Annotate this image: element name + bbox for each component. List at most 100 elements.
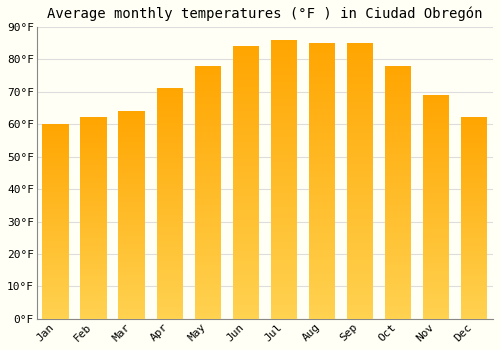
Bar	[194, 202, 221, 205]
Bar	[194, 192, 221, 195]
Bar	[346, 43, 374, 47]
Bar	[308, 274, 335, 278]
Bar	[422, 299, 450, 302]
Bar	[384, 72, 411, 75]
Bar	[422, 134, 450, 137]
Bar	[460, 216, 487, 218]
Bar	[194, 300, 221, 303]
Bar	[346, 143, 374, 146]
Bar	[460, 140, 487, 143]
Bar	[384, 69, 411, 72]
Bar	[308, 202, 335, 205]
Bar	[270, 280, 297, 284]
Bar	[194, 135, 221, 139]
Bar	[156, 177, 183, 181]
Bar	[156, 149, 183, 152]
Bar	[384, 126, 411, 129]
Bar	[42, 148, 69, 151]
Bar	[270, 287, 297, 291]
Bar	[42, 180, 69, 183]
Bar	[308, 139, 335, 143]
Bar	[118, 246, 145, 249]
Bar	[308, 267, 335, 271]
Bar	[232, 90, 259, 94]
Bar	[80, 286, 107, 289]
Bar	[80, 281, 107, 284]
Bar	[460, 276, 487, 279]
Bar	[346, 308, 374, 312]
Bar	[270, 120, 297, 124]
Bar	[308, 271, 335, 274]
Bar	[422, 277, 450, 280]
Bar	[422, 252, 450, 254]
Bar	[270, 85, 297, 89]
Bar	[422, 302, 450, 305]
Bar	[118, 272, 145, 275]
Bar	[422, 294, 450, 296]
Bar	[156, 155, 183, 158]
Bar	[384, 180, 411, 183]
Bar	[156, 299, 183, 302]
Bar	[346, 260, 374, 264]
Bar	[194, 290, 221, 294]
Bar	[42, 177, 69, 180]
Bar	[80, 178, 107, 181]
Bar	[232, 193, 259, 196]
Bar	[118, 215, 145, 218]
Bar	[422, 154, 450, 156]
Bar	[80, 203, 107, 206]
Bar	[194, 214, 221, 218]
Bar	[346, 122, 374, 126]
Bar	[80, 118, 107, 120]
Bar	[384, 290, 411, 294]
Bar	[80, 173, 107, 175]
Bar	[308, 67, 335, 71]
Bar	[460, 233, 487, 236]
Bar	[308, 312, 335, 315]
Bar	[384, 259, 411, 262]
Bar	[118, 163, 145, 166]
Bar	[270, 68, 297, 71]
Bar	[232, 186, 259, 189]
Bar	[346, 98, 374, 102]
Bar	[346, 102, 374, 105]
Bar	[270, 127, 297, 131]
Bar	[270, 277, 297, 280]
Bar	[80, 140, 107, 143]
Bar	[232, 305, 259, 309]
Bar	[118, 134, 145, 137]
Bar	[156, 284, 183, 287]
Bar	[460, 314, 487, 316]
Bar	[80, 301, 107, 304]
Bar	[42, 299, 69, 302]
Bar	[346, 167, 374, 170]
Bar	[42, 226, 69, 229]
Bar	[460, 135, 487, 138]
Bar	[422, 182, 450, 184]
Bar	[384, 186, 411, 189]
Bar	[460, 296, 487, 299]
Bar	[308, 153, 335, 157]
Bar	[232, 285, 259, 288]
Bar	[308, 250, 335, 253]
Bar	[118, 298, 145, 301]
Bar	[384, 293, 411, 297]
Bar	[42, 126, 69, 129]
Bar	[384, 75, 411, 78]
Bar	[118, 142, 145, 145]
Bar	[118, 241, 145, 244]
Bar	[270, 235, 297, 239]
Bar	[422, 100, 450, 103]
Bar	[42, 221, 69, 224]
Bar	[308, 112, 335, 116]
Bar	[422, 285, 450, 288]
Bar	[80, 175, 107, 178]
Bar	[422, 109, 450, 112]
Bar	[346, 212, 374, 216]
Bar	[422, 140, 450, 142]
Bar	[460, 231, 487, 233]
Bar	[118, 212, 145, 215]
Bar	[42, 243, 69, 246]
Bar	[194, 256, 221, 259]
Bar	[346, 257, 374, 260]
